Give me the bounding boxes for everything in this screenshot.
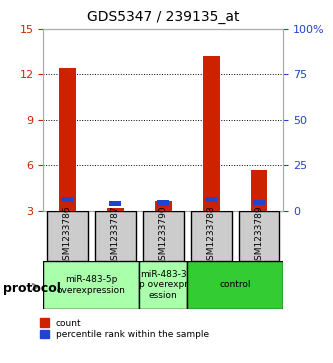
Text: GSM1233787: GSM1233787	[111, 205, 120, 266]
FancyBboxPatch shape	[143, 211, 183, 261]
FancyBboxPatch shape	[95, 211, 136, 261]
Bar	[157, 200, 169, 205]
Text: GSM1233788: GSM1233788	[206, 205, 216, 266]
FancyBboxPatch shape	[239, 211, 279, 261]
Bar	[203, 56, 219, 211]
Bar	[61, 197, 73, 202]
Bar	[59, 68, 76, 211]
Text: miR-483-3
p overexpr
ession: miR-483-3 p overexpr ession	[139, 270, 188, 300]
Text: GSM1233786: GSM1233786	[63, 205, 72, 266]
Legend: count, percentile rank within the sample: count, percentile rank within the sample	[38, 317, 211, 341]
FancyBboxPatch shape	[191, 211, 231, 261]
Bar	[109, 201, 121, 207]
Text: GSM1233790: GSM1233790	[159, 205, 168, 266]
FancyBboxPatch shape	[47, 211, 88, 261]
Bar	[155, 201, 171, 211]
Text: miR-483-5p
overexpression: miR-483-5p overexpression	[57, 275, 126, 295]
Text: control: control	[219, 281, 251, 289]
Text: protocol: protocol	[3, 282, 61, 295]
Bar	[251, 170, 267, 211]
Bar	[107, 208, 124, 211]
Title: GDS5347 / 239135_at: GDS5347 / 239135_at	[87, 10, 239, 24]
Bar	[205, 197, 217, 202]
FancyBboxPatch shape	[139, 261, 187, 309]
FancyBboxPatch shape	[187, 261, 283, 309]
FancyBboxPatch shape	[43, 261, 139, 309]
Text: GSM1233789: GSM1233789	[254, 205, 264, 266]
Bar	[253, 200, 265, 205]
